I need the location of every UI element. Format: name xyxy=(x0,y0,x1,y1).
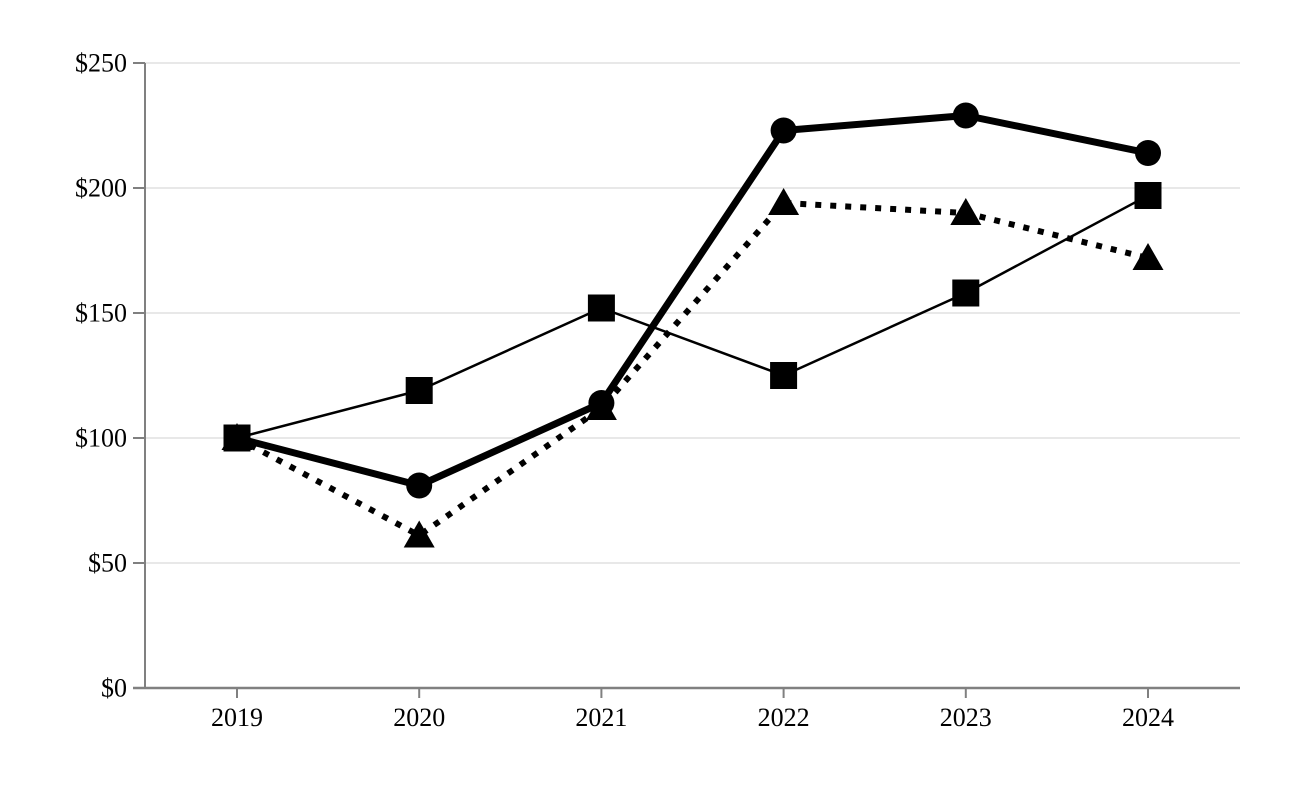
square-thin-series-marker-square xyxy=(952,279,980,307)
x-axis-label: 2022 xyxy=(758,703,810,732)
square-thin-series-marker-square xyxy=(1134,182,1162,209)
circle-thick-series-marker-circle xyxy=(952,102,979,129)
x-axis-label: 2021 xyxy=(575,703,627,732)
square-thin-series-marker-square xyxy=(587,294,615,322)
y-axis-label: $150 xyxy=(75,299,127,328)
triangle-dotted-series-line xyxy=(235,200,1149,539)
square-thin-series-marker-square xyxy=(770,362,798,389)
y-axis-label: $200 xyxy=(75,174,127,203)
square-thin-series-marker-square xyxy=(223,424,251,452)
triangle-dotted-series-marker-triangle xyxy=(768,188,800,215)
circle-thick-series-marker-circle xyxy=(406,472,433,499)
triangle-dotted-series-marker-triangle xyxy=(950,198,982,225)
y-axis-label: $50 xyxy=(88,549,127,578)
y-axis-label: $0 xyxy=(101,674,127,703)
circle-thick-series-marker-circle xyxy=(770,117,797,144)
y-axis-label: $100 xyxy=(75,424,127,453)
circle-thick-series-marker-circle xyxy=(588,390,615,416)
x-axis-label: 2020 xyxy=(393,703,445,732)
triangle-dotted-series-marker-triangle xyxy=(1132,243,1164,270)
circle-thick-series-line xyxy=(233,112,1152,489)
circle-thick-series-marker-circle xyxy=(1135,140,1161,166)
x-axis-label: 2023 xyxy=(940,703,992,732)
x-axis-label: 2019 xyxy=(211,703,263,732)
triangle-dotted-series-marker-triangle xyxy=(403,520,435,548)
square-thin-series-line xyxy=(235,194,1150,440)
square-thin-series-marker-square xyxy=(405,377,433,404)
x-axis-label: 2024 xyxy=(1122,703,1174,732)
y-axis-label: $250 xyxy=(75,49,127,78)
